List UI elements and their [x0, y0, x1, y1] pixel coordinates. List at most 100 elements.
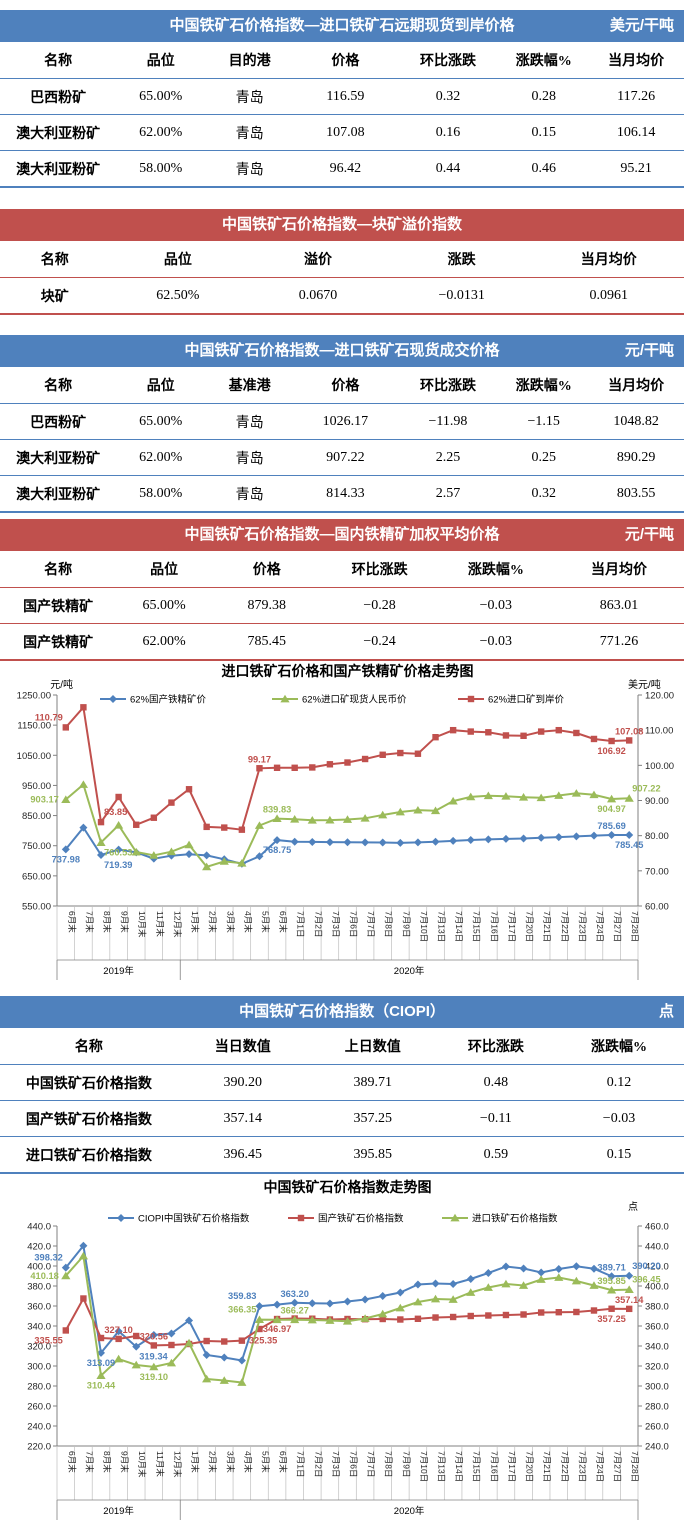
- svg-text:7月9日: 7月9日: [401, 911, 411, 937]
- chart-ciopi-trend: 中国铁矿石价格指数走势图点 440.0 420.0 400.0 380.0 360.0 34…: [0, 1174, 684, 1521]
- svg-text:2020年: 2020年: [394, 965, 425, 977]
- table-row: 巴西粉矿 65.00% 青岛 1026.17 −11.98 −1.15 1048.82: [0, 404, 684, 440]
- column-header: 当月均价: [588, 367, 684, 404]
- svg-text:CIOPI中国铁矿石价格指数: CIOPI中国铁矿石价格指数: [138, 1213, 250, 1225]
- table-title: 中国铁矿石价格指数—国内铁精矿加权平均价格: [184, 526, 500, 543]
- svg-text:260.0: 260.0: [645, 1422, 669, 1433]
- svg-text:9月末: 9月末: [120, 1451, 130, 1473]
- header-row: 名称 品位 价格 环比涨跌 涨跌幅% 当月均价: [0, 551, 684, 588]
- table-cell: 95.21: [588, 150, 684, 186]
- svg-text:366.35: 366.35: [228, 1305, 256, 1315]
- column-header: 名称: [0, 241, 110, 278]
- row-name: 巴西粉矿: [30, 415, 87, 431]
- table-cell: 65.00%: [139, 88, 183, 104]
- svg-text:110.00: 110.00: [645, 726, 673, 737]
- svg-text:850.00: 850.00: [22, 811, 51, 822]
- svg-text:7月8日: 7月8日: [384, 1451, 394, 1477]
- table-row: 澳大利亚粉矿 58.00% 青岛 814.33 2.57 0.32 803.55: [0, 475, 684, 511]
- svg-text:2020年: 2020年: [394, 1505, 425, 1517]
- svg-text:7月15日: 7月15日: [472, 1451, 482, 1482]
- svg-text:7月22日: 7月22日: [560, 1451, 570, 1482]
- row-name: 澳大利亚粉矿: [0, 114, 117, 151]
- svg-text:70.00: 70.00: [645, 866, 669, 877]
- svg-text:319.10: 319.10: [140, 1372, 168, 1382]
- table-cell: 1048.82: [613, 413, 659, 429]
- svg-text:327.10: 327.10: [104, 1325, 132, 1335]
- svg-text:2019年: 2019年: [103, 965, 134, 977]
- table-row: 澳大利亚粉矿 62.00% 青岛 107.08 0.16 0.15 106.14: [0, 114, 684, 151]
- svg-text:7月1日: 7月1日: [296, 911, 306, 937]
- table-cell: 357.14: [177, 1100, 308, 1137]
- table-cell: 62.50%: [156, 287, 200, 303]
- svg-text:280.0: 280.0: [27, 1382, 51, 1393]
- table-cell: −0.28: [363, 597, 396, 613]
- column-header: 溢价: [246, 241, 390, 278]
- svg-text:220.0: 220.0: [27, 1442, 51, 1453]
- svg-text:420.0: 420.0: [645, 1262, 669, 1273]
- svg-text:7月27日: 7月27日: [613, 911, 623, 942]
- table-row: 块矿 62.50% 0.0670 −0.0131 0.0961: [0, 278, 684, 314]
- svg-text:点: 点: [628, 1201, 638, 1213]
- svg-text:7月10日: 7月10日: [419, 1451, 429, 1482]
- table-cell: 0.44: [396, 150, 500, 186]
- svg-text:11月末: 11月末: [155, 911, 165, 937]
- svg-text:340.0: 340.0: [645, 1342, 669, 1353]
- table-cell: 863.01: [599, 597, 639, 613]
- table-cell: 390.20: [223, 1074, 263, 1090]
- svg-text:357.14: 357.14: [615, 1295, 644, 1305]
- table-row: 澳大利亚粉矿 58.00% 青岛 96.42 0.44 0.46 95.21: [0, 150, 684, 186]
- row-name: 国产铁精矿: [23, 599, 94, 615]
- svg-text:7月20日: 7月20日: [525, 1451, 535, 1482]
- column-header: 当日数值: [177, 1028, 308, 1065]
- svg-text:320.0: 320.0: [645, 1362, 669, 1373]
- svg-text:4月末: 4月末: [243, 1451, 253, 1473]
- table-cell: 0.15: [554, 1136, 684, 1172]
- svg-text:400.0: 400.0: [27, 1262, 51, 1273]
- svg-text:396.45: 396.45: [632, 1275, 660, 1285]
- table-title-band: 中国铁矿石价格指数（CIOPI） 点: [0, 996, 684, 1028]
- svg-text:106.92: 106.92: [597, 746, 625, 756]
- svg-text:320.56: 320.56: [140, 1331, 168, 1341]
- column-header: 当月均价: [533, 241, 684, 278]
- table-title: 中国铁矿石价格指数—进口铁矿石现货成交价格: [184, 342, 500, 359]
- svg-text:360.0: 360.0: [27, 1302, 51, 1313]
- table-cell: 0.46: [499, 150, 589, 186]
- table-row: 澳大利亚粉矿 62.00% 青岛 907.22 2.25 0.25 890.29: [0, 439, 684, 476]
- row-name: 澳大利亚粉矿: [0, 475, 117, 511]
- svg-text:7月7日: 7月7日: [366, 911, 376, 937]
- svg-text:650.00: 650.00: [22, 871, 51, 882]
- table-cell: −0.03: [479, 597, 513, 613]
- svg-text:2月末: 2月末: [208, 911, 218, 933]
- svg-text:904.97: 904.97: [597, 804, 625, 814]
- svg-text:7月22日: 7月22日: [560, 911, 570, 942]
- svg-text:398.32: 398.32: [34, 1253, 62, 1263]
- svg-text:440.0: 440.0: [27, 1222, 51, 1233]
- svg-text:4月末: 4月末: [243, 911, 253, 933]
- svg-text:319.34: 319.34: [139, 1352, 168, 1362]
- table-cell: 青岛: [205, 439, 295, 476]
- svg-text:839.83: 839.83: [263, 805, 291, 815]
- column-header: 环比涨跌: [396, 42, 500, 79]
- svg-text:7月27日: 7月27日: [613, 1451, 623, 1482]
- table-cell: 814.33: [294, 475, 397, 511]
- svg-text:5月末: 5月末: [260, 1451, 270, 1473]
- svg-text:进口铁矿石价格指数: 进口铁矿石价格指数: [472, 1213, 558, 1225]
- table-row: 国产铁精矿 62.00% 785.45 −0.24 −0.03 771.26: [0, 623, 684, 659]
- column-header: 涨跌: [389, 241, 534, 278]
- svg-text:1250.00: 1250.00: [17, 691, 51, 702]
- data-table: 名称 品位 基准港 价格 环比涨跌 涨跌幅% 当月均价 巴西粉矿 65.00% 青岛 1026.17…: [0, 367, 684, 511]
- column-header: 价格: [294, 42, 397, 79]
- svg-text:7月末: 7月末: [84, 1451, 94, 1473]
- table-row: 国产铁精矿 65.00% 879.38 −0.28 −0.03 863.01: [0, 588, 684, 624]
- svg-text:719.39: 719.39: [104, 860, 132, 870]
- table-unit: 元/干吨: [624, 526, 674, 543]
- table-cell: 2.25: [396, 439, 500, 476]
- table-cell: 0.59: [437, 1136, 554, 1172]
- table-cell: 0.0670: [298, 287, 338, 303]
- table-cell: −0.0131: [438, 287, 485, 303]
- svg-text:62%进口矿现货人民币价: 62%进口矿现货人民币价: [302, 694, 407, 706]
- table-cell: 106.14: [588, 114, 684, 151]
- svg-text:240.0: 240.0: [27, 1422, 51, 1433]
- svg-text:7月21日: 7月21日: [542, 911, 552, 942]
